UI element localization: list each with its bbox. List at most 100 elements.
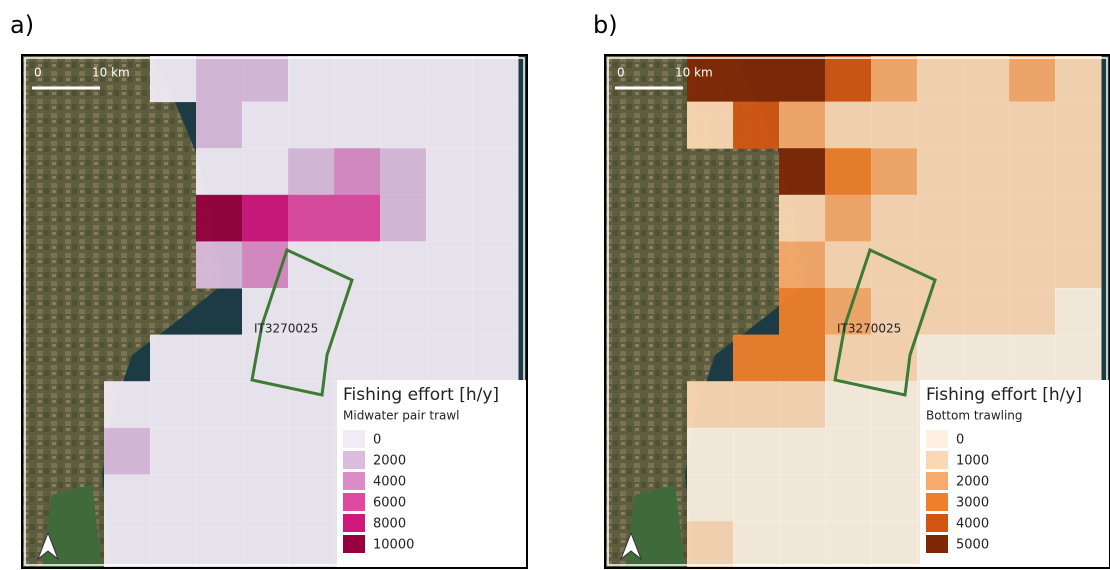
effort-cell (779, 55, 826, 102)
effort-cell (1009, 241, 1056, 288)
effort-cell (1055, 335, 1102, 382)
effort-cell (733, 428, 780, 475)
map-body: IT3270025010 kmFishing effort [h/y]Botto… (605, 55, 1110, 570)
effort-cell (733, 474, 780, 521)
legend-swatch (926, 430, 948, 448)
effort-cell (150, 474, 197, 521)
effort-cell (963, 335, 1010, 382)
effort-cell (779, 241, 826, 288)
effort-cell (242, 521, 289, 568)
effort-cell (871, 474, 918, 521)
effort-cell (380, 335, 427, 382)
effort-cell (288, 241, 335, 288)
effort-cell (687, 381, 734, 428)
effort-cell (242, 195, 289, 242)
effort-cell (288, 474, 335, 521)
effort-cell (196, 241, 243, 288)
legend-label: 2000 (373, 454, 406, 469)
figure: a)IT3270025010 kmFishing effort [h/y]Mid… (0, 0, 1110, 570)
effort-cell (242, 428, 289, 475)
legend-label: 1000 (956, 454, 989, 469)
effort-cell (150, 521, 197, 568)
effort-cell (871, 102, 918, 149)
effort-cell (242, 381, 289, 428)
effort-cell (687, 428, 734, 475)
effort-cell (963, 241, 1010, 288)
effort-cell (104, 521, 151, 568)
effort-cell (472, 335, 519, 382)
effort-cell (242, 335, 289, 382)
effort-cell (779, 521, 826, 568)
legend-subtitle: Bottom trawling (926, 409, 1023, 423)
effort-cell (242, 55, 289, 102)
effort-cell (472, 102, 519, 149)
effort-cell (242, 474, 289, 521)
effort-cell (150, 55, 197, 102)
legend-label: 8000 (373, 517, 406, 532)
legend-label: 0 (956, 433, 964, 448)
site-label: IT3270025 (837, 322, 901, 336)
effort-cell (733, 102, 780, 149)
legend: Fishing effort [h/y]Bottom trawling01000… (920, 380, 1110, 570)
effort-cell (871, 148, 918, 195)
effort-cell (288, 521, 335, 568)
effort-cell (334, 195, 381, 242)
effort-cell (288, 428, 335, 475)
effort-cell (288, 55, 335, 102)
legend-title: Fishing effort [h/y] (343, 385, 499, 405)
effort-cell (334, 335, 381, 382)
legend-label: 0 (373, 433, 381, 448)
effort-cell (963, 148, 1010, 195)
legend-swatch (926, 535, 948, 553)
map-panel: IT3270025010 kmFishing effort [h/y]Botto… (605, 55, 1110, 570)
effort-cell (104, 428, 151, 475)
effort-cell (426, 55, 473, 102)
effort-cell (334, 102, 381, 149)
legend-swatch (926, 514, 948, 532)
effort-cell (917, 148, 964, 195)
effort-cell (1009, 148, 1056, 195)
effort-cell (196, 335, 243, 382)
scale-zero: 0 (617, 66, 625, 80)
effort-cell (196, 381, 243, 428)
effort-cell (917, 335, 964, 382)
effort-cell (871, 241, 918, 288)
effort-cell (963, 288, 1010, 335)
effort-cell (825, 521, 872, 568)
legend-label: 4000 (956, 517, 989, 532)
effort-cell (196, 474, 243, 521)
legend-swatch (926, 451, 948, 469)
effort-cell (1009, 102, 1056, 149)
effort-cell (426, 195, 473, 242)
legend-swatch (343, 493, 365, 511)
effort-cell (825, 148, 872, 195)
effort-cell (150, 428, 197, 475)
effort-cell (196, 55, 243, 102)
effort-cell (334, 55, 381, 102)
legend-swatch (343, 451, 365, 469)
effort-cell (825, 381, 872, 428)
effort-cell (1055, 102, 1102, 149)
effort-cell (733, 521, 780, 568)
effort-cell (687, 102, 734, 149)
effort-cell (825, 195, 872, 242)
effort-cell (1055, 241, 1102, 288)
panel-label: b) (593, 11, 618, 39)
legend: Fishing effort [h/y] Midwater pair trawl 0… (337, 380, 527, 570)
effort-cell (1009, 195, 1056, 242)
effort-cell (779, 148, 826, 195)
legend-swatch (926, 493, 948, 511)
effort-cell (825, 474, 872, 521)
legend-swatch (926, 472, 948, 490)
effort-cell (963, 102, 1010, 149)
legend-subtitle: Midwater pair trawl (343, 409, 460, 423)
effort-cell (825, 428, 872, 475)
effort-cell (472, 148, 519, 195)
effort-cell (196, 148, 243, 195)
effort-cell (196, 195, 243, 242)
effort-cell (380, 241, 427, 288)
effort-cell (825, 102, 872, 149)
effort-cell (917, 241, 964, 288)
effort-cell (104, 381, 151, 428)
panel-label: a) (10, 11, 34, 39)
